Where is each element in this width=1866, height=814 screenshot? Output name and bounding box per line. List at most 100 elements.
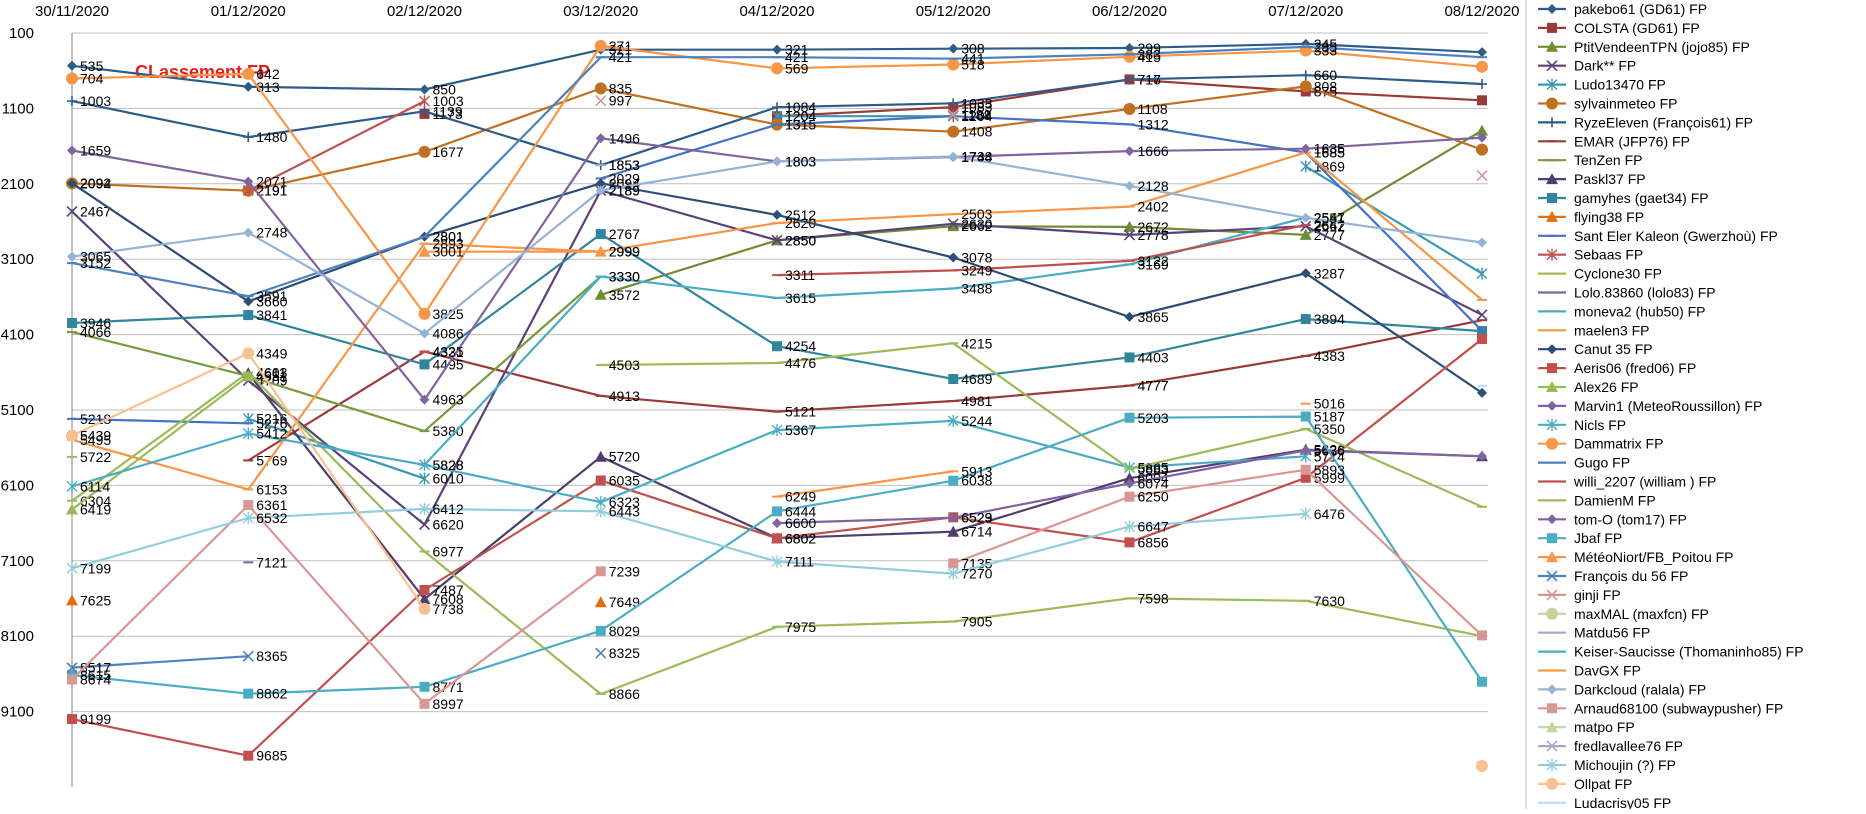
data-label: 6444 <box>785 503 816 519</box>
data-label: 2778 <box>1138 227 1169 243</box>
data-point <box>419 603 431 615</box>
data-label: 6250 <box>1138 489 1169 505</box>
legend-label: Dammatrix FP <box>1574 436 1663 452</box>
data-label: 1666 <box>1138 143 1169 159</box>
data-point <box>948 374 958 384</box>
data-label: 3894 <box>1314 311 1345 327</box>
data-label: 4086 <box>433 326 464 342</box>
data-point <box>1477 79 1487 89</box>
legend-entry: Arnaud68100 (subwaypusher) FP <box>1538 700 1783 716</box>
data-point <box>1301 213 1311 223</box>
data-point <box>1477 334 1487 344</box>
legend-entry: TenZen FP <box>1538 152 1642 168</box>
data-point <box>1125 181 1135 191</box>
data-label: 2503 <box>961 206 992 222</box>
legend-label: Gugo FP <box>1574 455 1630 471</box>
data-label: 3065 <box>80 249 111 265</box>
data-point <box>1546 778 1558 790</box>
data-point <box>1547 684 1557 694</box>
data-label: 6412 <box>433 501 464 517</box>
data-label: 8674 <box>80 671 111 687</box>
data-point <box>420 520 430 530</box>
data-label: 8099 <box>1490 628 1521 644</box>
data-label: 7738 <box>433 601 464 617</box>
data-point <box>596 229 606 239</box>
data-label: 547 <box>1490 59 1514 75</box>
data-point <box>67 318 77 328</box>
legend-entry: Nicls FP <box>1538 417 1626 433</box>
data-label: 1635 <box>1314 141 1345 157</box>
data-point <box>1125 352 1135 362</box>
x-tick-label: 05/12/2020 <box>916 3 991 20</box>
data-point <box>66 594 78 605</box>
legend-entry: Sant Eler Kaleon (Gwerzhoù) FP <box>1538 228 1778 244</box>
legend-label: RyzeEleven (François61) FP <box>1574 114 1753 130</box>
data-label: 6249 <box>785 489 816 505</box>
legend-label: Dark** FP <box>1574 58 1636 74</box>
data-label: 2748 <box>256 225 287 241</box>
legend-entry: moneva2 (hub50) FP <box>1538 303 1706 319</box>
data-label: 3909 <box>1490 312 1521 328</box>
data-point <box>1547 363 1557 373</box>
data-label: 5121 <box>785 404 816 420</box>
data-point <box>595 451 607 462</box>
data-point <box>1547 117 1557 127</box>
data-label: 2128 <box>1138 178 1169 194</box>
legend-label: sylvainmeteo FP <box>1574 96 1677 112</box>
x-tick-label: 30/11/2020 <box>35 3 109 20</box>
y-tick-label: 2100 <box>1 176 34 193</box>
legend-label: DamienM FP <box>1574 492 1656 508</box>
data-label: 4689 <box>961 371 992 387</box>
data-label: 4051 <box>1490 323 1521 339</box>
legend-entry: MétéoNiort/FB_Poitou FP <box>1538 549 1734 565</box>
x-tick-label: 01/12/2020 <box>211 3 286 20</box>
data-point <box>243 751 253 761</box>
data-label: 1084 <box>785 99 816 115</box>
data-label: 4403 <box>1138 349 1169 365</box>
data-label: 6443 <box>609 503 640 519</box>
data-point <box>420 85 430 95</box>
data-label: 441 <box>961 51 985 67</box>
y-tick-label: 1100 <box>2 100 34 117</box>
data-point <box>1547 23 1557 33</box>
data-label: 285 <box>1314 39 1338 55</box>
data-label: 642 <box>256 66 280 82</box>
data-point <box>1301 465 1311 475</box>
legend-entry: fredlavallee76 FP <box>1538 738 1683 754</box>
data-point <box>1547 4 1557 14</box>
legend-label: Ludacrisy05 FP <box>1574 795 1671 809</box>
data-point <box>67 252 77 262</box>
data-point <box>1477 95 1487 105</box>
data-point <box>1477 677 1487 687</box>
data-point <box>772 45 782 55</box>
data-point <box>1301 70 1311 80</box>
data-label: 660 <box>1314 67 1338 83</box>
data-label: 7598 <box>1138 590 1169 606</box>
data-label: 4963 <box>433 392 464 408</box>
legend-label: Ludo13470 FP <box>1574 77 1666 93</box>
data-point <box>419 308 431 320</box>
data-label: 5439 <box>80 428 111 444</box>
data-label: 2767 <box>609 226 640 242</box>
data-label: 3488 <box>961 280 992 296</box>
legend-entry: PtitVendeenTPN (jojo85) FP <box>1538 39 1750 55</box>
legend-label: TenZen FP <box>1574 152 1642 168</box>
data-label: 6529 <box>961 510 992 526</box>
data-label: 2551 <box>1314 210 1345 226</box>
data-point <box>1124 51 1136 63</box>
data-label: 7111 <box>785 554 814 570</box>
data-label: 4383 <box>1314 348 1345 364</box>
legend-entry: pakebo61 (GD61) FP <box>1538 1 1707 17</box>
data-label: 4981 <box>961 393 992 409</box>
data-point <box>242 68 254 80</box>
data-point <box>771 62 783 74</box>
y-tick-label: 4100 <box>1 327 34 344</box>
data-label: 1677 <box>433 144 464 160</box>
data-point <box>948 253 958 263</box>
data-label: 2878 <box>1490 234 1521 250</box>
data-label: 3946 <box>80 315 111 331</box>
data-label: 2999 <box>609 244 640 260</box>
data-point <box>772 518 782 528</box>
data-label: 1394 <box>1490 123 1521 139</box>
